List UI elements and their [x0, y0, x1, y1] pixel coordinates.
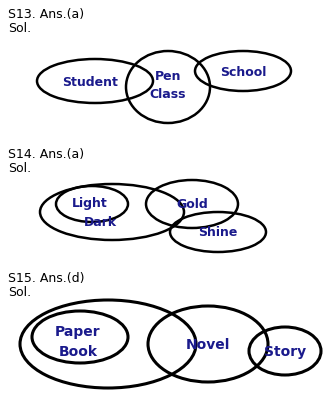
- Text: Dark: Dark: [83, 215, 116, 228]
- Text: Student: Student: [62, 75, 118, 88]
- Text: Light: Light: [72, 197, 108, 210]
- Text: Story: Story: [264, 344, 306, 358]
- Text: Shine: Shine: [198, 226, 238, 239]
- Text: Gold: Gold: [176, 198, 208, 211]
- Text: S14. Ans.(a): S14. Ans.(a): [8, 148, 84, 161]
- Text: Sol.: Sol.: [8, 162, 31, 175]
- Text: Novel: Novel: [186, 337, 230, 351]
- Text: S15. Ans.(d): S15. Ans.(d): [8, 271, 85, 284]
- Text: Pen: Pen: [155, 70, 181, 82]
- Text: S13. Ans.(a): S13. Ans.(a): [8, 8, 84, 21]
- Text: Class: Class: [150, 88, 186, 101]
- Text: Paper: Paper: [55, 324, 101, 338]
- Text: Sol.: Sol.: [8, 22, 31, 35]
- Text: Sol.: Sol.: [8, 285, 31, 298]
- Text: Book: Book: [58, 344, 97, 358]
- Text: School: School: [220, 65, 266, 78]
